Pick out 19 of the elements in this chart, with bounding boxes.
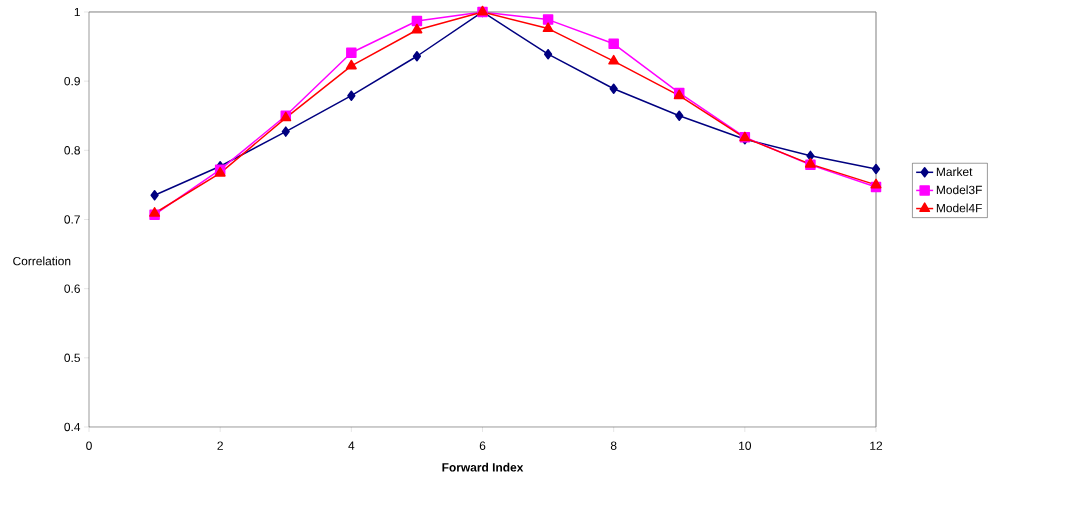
y-tick-label: 0.5: [64, 353, 80, 363]
y-tick-label: 0.7: [64, 215, 80, 224]
y-tick-label: 0.4: [64, 422, 81, 432]
legend-label: Market: [936, 167, 973, 176]
y-tick-label: 0.6: [64, 284, 80, 293]
x-axis-title: Forward Index: [442, 462, 524, 472]
x-tick-label: 4: [348, 441, 355, 450]
x-tick-label: 2: [217, 441, 223, 450]
y-tick-label: 0.8: [64, 146, 80, 155]
legend-label: Model4F: [936, 203, 982, 213]
x-tick-label: 12: [870, 441, 883, 450]
x-tick-label: 0: [86, 441, 92, 450]
x-tick-label: 10: [739, 441, 752, 450]
y-axis-title: Correlation: [13, 256, 71, 266]
x-tick-label: 8: [610, 441, 617, 450]
x-tick-label: 6: [479, 441, 486, 450]
y-tick-label: 1: [74, 7, 80, 17]
legend-label: Model3F: [936, 185, 982, 195]
y-tick-label: 0.9: [64, 76, 80, 86]
